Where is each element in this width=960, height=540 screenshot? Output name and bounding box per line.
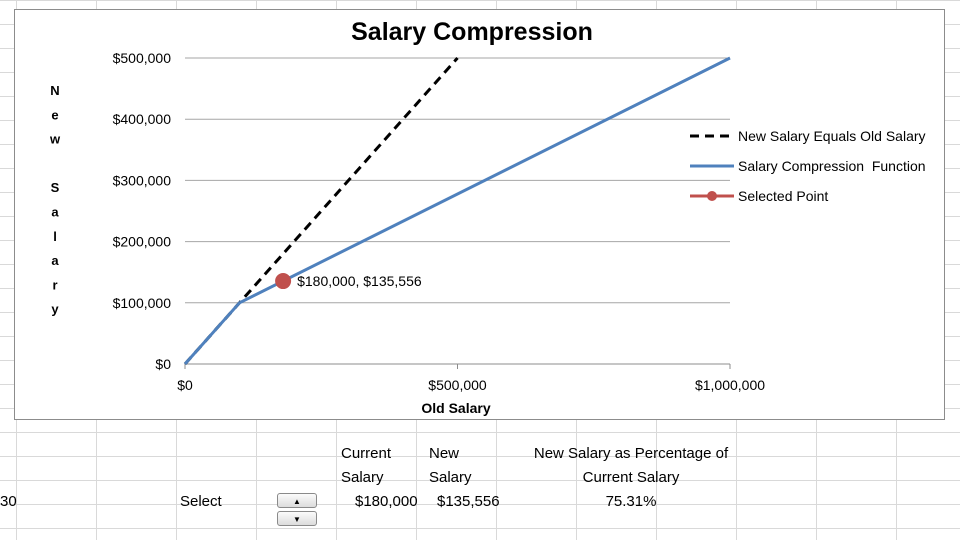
header-pct-line1: New Salary as Percentage of	[533, 445, 729, 462]
gridlines	[185, 57, 730, 365]
value-new-salary[interactable]: $135,556	[437, 493, 500, 510]
header-pct-line2: Current Salary	[582, 469, 680, 486]
header-current-line2: Salary	[341, 469, 384, 486]
salary-compression-chart: Salary Compression $0 $100,000 $200,000 $30…	[49, 18, 926, 416]
header-current-line1: Current	[341, 445, 392, 462]
spinner-down-button[interactable]: ▼	[277, 511, 317, 526]
y-tick-label-5: $500,000	[113, 50, 172, 66]
y-axis-title-letter-2: w	[49, 132, 61, 147]
value-current-salary[interactable]: $180,000	[355, 493, 418, 510]
arrow-down-icon: ▼	[293, 515, 301, 524]
y-axis-title-letter-5: a	[51, 205, 59, 220]
x-tick-label-1: $500,000	[428, 377, 487, 393]
y-axis-title-letter-9: y	[51, 302, 59, 317]
x-tick-labels: $0 $500,000 $1,000,000	[177, 364, 765, 393]
legend: New Salary Equals Old Salary Salary Compr…	[690, 128, 926, 204]
y-tick-labels: $0 $100,000 $200,000 $300,000 $400,000 $500,0…	[113, 50, 172, 372]
x-tick-label-2: $1,000,000	[695, 377, 765, 393]
y-tick-label-1: $100,000	[113, 295, 172, 311]
legend-swatch-marker-2	[707, 191, 717, 201]
y-tick-label-2: $200,000	[113, 234, 172, 250]
x-axis-title: Old Salary	[421, 400, 490, 416]
y-tick-label-4: $400,000	[113, 111, 172, 127]
y-axis-title-letter-0: N	[50, 83, 59, 98]
y-axis-title-letter-6: l	[53, 229, 57, 244]
header-new-line1: New	[429, 445, 460, 462]
y-tick-label-0: $0	[155, 356, 171, 372]
chart-title: Salary Compression	[351, 18, 593, 46]
legend-label-1: Salary Compression Function	[738, 158, 926, 174]
y-axis-title-letter-7: a	[51, 253, 59, 268]
spinner-up-button[interactable]: ▲	[277, 493, 317, 508]
x-tick-label-0: $0	[177, 377, 193, 393]
y-axis-title-letter-8: r	[52, 277, 57, 292]
header-new-line2: Salary	[429, 469, 472, 486]
arrow-up-icon: ▲	[293, 497, 301, 506]
y-tick-label-3: $300,000	[113, 172, 172, 188]
selected-point-marker-0	[275, 273, 292, 290]
point-annotation-0: $180,000, $135,556	[297, 273, 422, 289]
row-number-cell: 30	[0, 493, 17, 510]
chart-area[interactable]	[14, 9, 945, 420]
y-axis-title-letter-1: e	[51, 107, 58, 122]
salary-spinner[interactable]: ▲ ▼	[277, 493, 319, 527]
value-percentage[interactable]: 75.31%	[605, 493, 657, 510]
legend-label-2: Selected Point	[738, 188, 828, 204]
series-group: $180,000, $135,556	[183, 56, 731, 365]
series-line-1	[183, 56, 731, 365]
select-label: Select	[180, 493, 222, 510]
legend-label-0: New Salary Equals Old Salary	[738, 128, 926, 144]
y-axis-title-letter-4: S	[51, 180, 60, 195]
